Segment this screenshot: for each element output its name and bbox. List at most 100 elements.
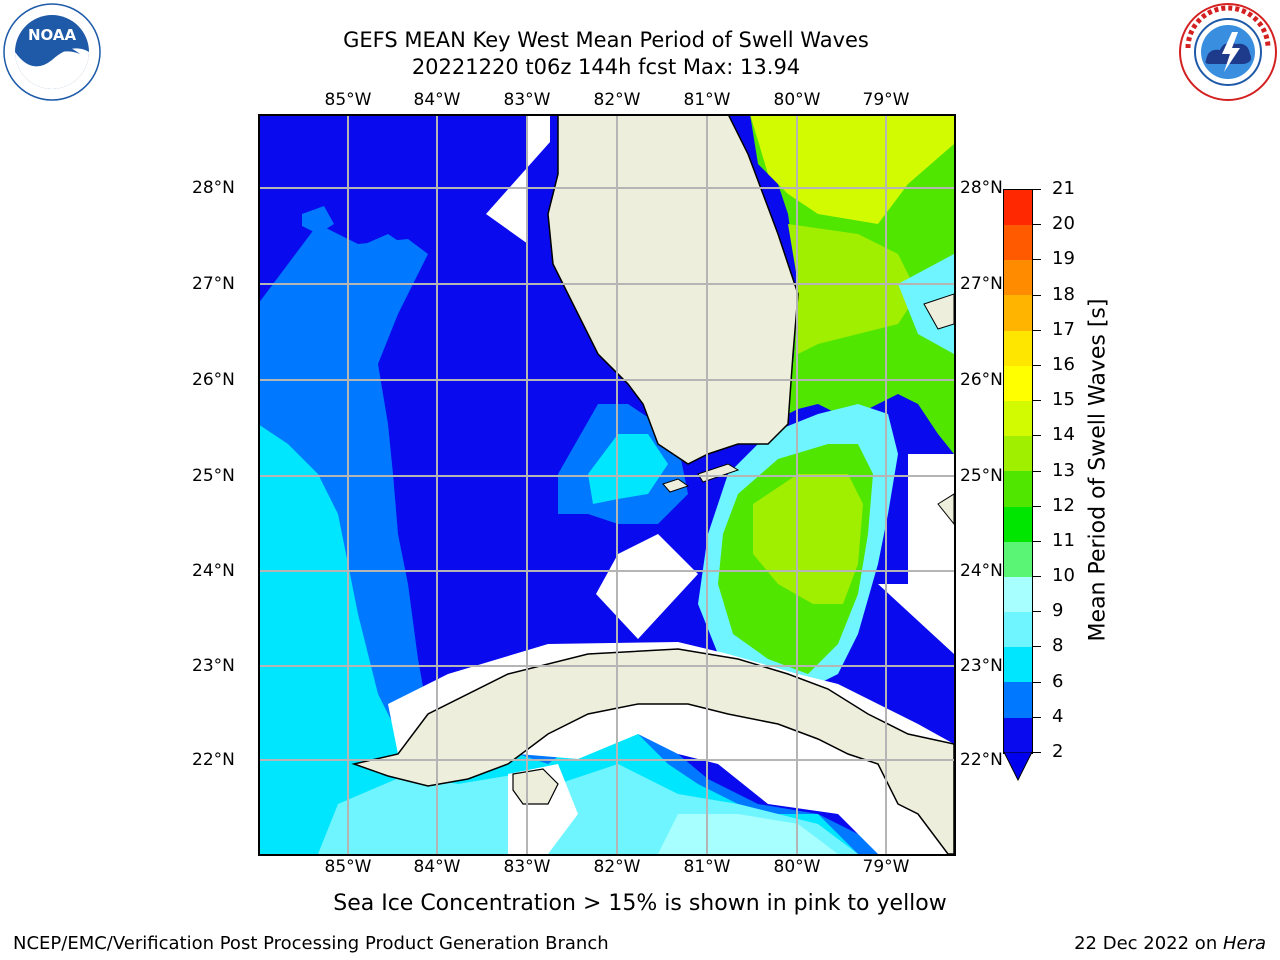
lon-label-top: 80°W [773, 90, 821, 110]
footer-machine: Hera [1222, 933, 1266, 954]
colorbar-tick-label: 20 [1052, 213, 1075, 235]
colorbar-tick-label: 17 [1052, 318, 1075, 340]
colorbar-segment [1003, 294, 1033, 331]
lat-label-right: 25°N [960, 466, 1003, 486]
no-data-bahamas [878, 454, 954, 654]
lon-label-bottom: 85°W [324, 857, 372, 877]
lon-label-bottom: 80°W [773, 857, 821, 877]
lat-label-left: 22°N [192, 750, 235, 770]
colorbar-tick-mark [1033, 681, 1041, 683]
colorbar-tick-mark [1033, 716, 1041, 718]
forecast-info: 20221220 t06z 144h fcst Max: 13.94 [411, 55, 801, 79]
colorbar-segment [1003, 400, 1033, 437]
colorbar-tick-mark [1033, 189, 1041, 190]
map-title: GEFS MEAN Key West Mean Period of Swell … [343, 28, 869, 52]
isle-of-youth-land [512, 768, 559, 805]
lon-label-top: 82°W [593, 90, 641, 110]
bahamas-land-1 [923, 293, 954, 330]
lat-label-right: 28°N [960, 178, 1003, 198]
lat-label-left: 24°N [192, 561, 235, 581]
nws-logo [1179, 3, 1277, 101]
no-data-keys [596, 534, 698, 639]
colorbar-tick-mark [1033, 470, 1041, 472]
colorbar-tick-mark [1033, 611, 1041, 613]
bahamas-land-2 [937, 493, 954, 525]
colorbar-tick-label: 4 [1052, 705, 1064, 727]
lat-label-left: 28°N [192, 178, 235, 198]
lat-label-right: 22°N [960, 750, 1003, 770]
colorbar-segment [1003, 716, 1033, 753]
colorbar-tick-mark [1033, 646, 1041, 648]
footer-branch: NCEP/EMC/Verification Post Processing Pr… [13, 933, 609, 954]
colorbar-tick-mark [1033, 752, 1041, 753]
lat-label-left: 23°N [192, 656, 235, 676]
colorbar-segment [1003, 364, 1033, 401]
lat-label-right: 24°N [960, 561, 1003, 581]
colorbar-tick-label: 12 [1052, 494, 1075, 516]
colorbar-segment [1003, 435, 1033, 472]
colorbar-tick-mark [1033, 364, 1041, 366]
lon-label-top: 79°W [862, 90, 910, 110]
colorbar-tick-mark [1033, 259, 1041, 261]
colorbar-tick-mark [1033, 294, 1041, 296]
colorbar-segment [1003, 505, 1033, 542]
colorbar-segment [1003, 224, 1033, 261]
lon-label-top: 81°W [683, 90, 731, 110]
lat-label-left: 27°N [192, 274, 235, 294]
lon-label-top: 85°W [324, 90, 372, 110]
colorbar-tick-label: 21 [1052, 178, 1075, 199]
lat-label-left: 26°N [192, 370, 235, 390]
lon-label-top: 84°W [413, 90, 461, 110]
graticule [258, 114, 954, 854]
colorbar-tick-mark [1033, 400, 1041, 402]
colorbar-tick-label: 2 [1052, 741, 1064, 762]
colorbar [1003, 189, 1033, 753]
colorbar-tick-mark [1033, 540, 1041, 542]
colorbar-frame [1003, 189, 1033, 754]
no-data-gulf [486, 114, 550, 244]
colorbar-tick-label: 18 [1052, 283, 1075, 305]
colorbar-segment [1003, 470, 1033, 507]
lon-label-bottom: 82°W [593, 857, 641, 877]
lat-label-left: 25°N [192, 466, 235, 486]
lon-label-bottom: 79°W [862, 857, 910, 877]
cuba-land [351, 648, 954, 854]
noaa-logo: NOAA [3, 3, 101, 101]
colorbar-segment [1003, 540, 1033, 577]
colorbar-under-arrow [1003, 752, 1033, 782]
footer-date: 22 Dec 2022 on Hera [1074, 933, 1266, 954]
lat-label-right: 23°N [960, 656, 1003, 676]
colorbar-tick-label: 6 [1052, 670, 1064, 692]
colorbar-tick-mark [1033, 505, 1041, 507]
colorbar-tick-label: 15 [1052, 389, 1075, 411]
florida-land [547, 114, 799, 465]
colorbar-tick-label: 10 [1052, 565, 1075, 587]
swell-patch-bay-cyan [588, 434, 668, 504]
colorbar-tick-label: 16 [1052, 353, 1075, 375]
colorbar-label: Mean Period of Swell Waves [s] [1085, 298, 1111, 642]
colorbar-segment [1003, 611, 1033, 648]
colorbar-segment [1003, 646, 1033, 683]
colorbar-segment [1003, 259, 1033, 296]
colorbar-tick-label: 14 [1052, 424, 1075, 446]
lat-label-right: 26°N [960, 370, 1003, 390]
forecast-map [258, 114, 954, 854]
colorbar-segment [1003, 681, 1033, 718]
lon-label-bottom: 81°W [683, 857, 731, 877]
swell-patch-blue-1 [302, 206, 334, 234]
colorbar-tick-mark [1033, 224, 1041, 226]
colorbar-tick-label: 11 [1052, 529, 1075, 551]
colorbar-segment [1003, 329, 1033, 366]
lon-label-bottom: 83°W [503, 857, 551, 877]
swell-field-yellow-north [750, 114, 954, 224]
sea-ice-note: Sea Ice Concentration > 15% is shown in … [333, 891, 947, 916]
colorbar-tick-label: 9 [1052, 600, 1064, 622]
footer-date-text: 22 Dec 2022 on [1074, 933, 1223, 954]
keys-land-1 [662, 478, 690, 493]
noaa-logo-text: NOAA [28, 26, 77, 44]
swell-band-pale [658, 814, 838, 854]
colorbar-tick-label: 8 [1052, 635, 1064, 657]
lat-label-right: 27°N [960, 274, 1003, 294]
colorbar-tick-label: 13 [1052, 459, 1075, 481]
colorbar-tick-mark [1033, 329, 1041, 331]
